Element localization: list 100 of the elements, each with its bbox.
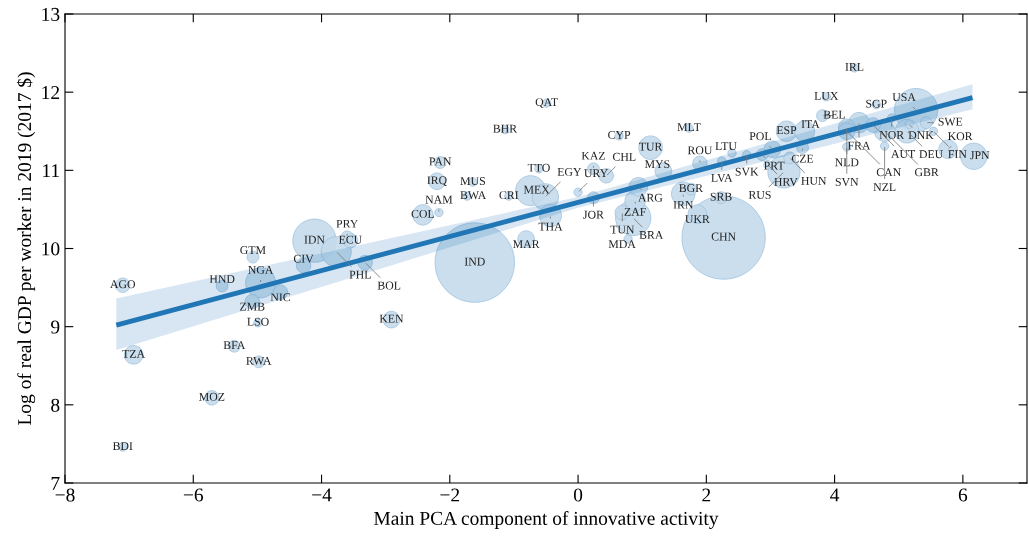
x-axis-title: Main PCA component of innovative activity (374, 511, 719, 529)
annotation: ARG (638, 193, 663, 202)
annotation: POL (749, 132, 771, 141)
y-tick-label: 11 (43, 164, 59, 178)
annotation: PRT (764, 161, 785, 170)
annotation: SGP (866, 99, 887, 108)
annotation: BDI (112, 442, 133, 450)
y-tick-label: 13 (42, 7, 60, 21)
annotation: MDA (608, 240, 636, 248)
annotation: GTM (240, 246, 266, 255)
annotation: KEN (379, 314, 404, 323)
annotation: CAN (876, 168, 901, 177)
annotation: LSO (247, 317, 269, 326)
annotation: NZL (873, 183, 896, 191)
annotation: ECU (338, 235, 362, 244)
annotation: ROU (687, 146, 713, 155)
y-tick-label: 7 (51, 477, 60, 490)
annotation: CHL (612, 152, 636, 161)
annotation: IDN (304, 235, 325, 244)
annotation: CHN (711, 232, 736, 241)
annotation: PHL (349, 270, 371, 279)
x-tick-label: −8 (55, 488, 75, 502)
x-tick-label: 6 (958, 488, 968, 502)
annotation: COL (411, 209, 434, 218)
annotation: BGR (679, 184, 704, 193)
annotation: MEX (523, 185, 550, 194)
annotation: IND (464, 257, 485, 266)
annotation: IRN (673, 200, 694, 209)
annotation: NOR (879, 130, 905, 139)
annotation: LUX (814, 91, 839, 100)
annotation: JPN (970, 151, 990, 160)
annotation: IRL (845, 63, 864, 71)
x-tick-label: −4 (312, 488, 332, 502)
annotation: ZMB (240, 302, 265, 311)
annotation: RUS (748, 190, 771, 199)
annotation: THA (538, 222, 563, 231)
annotation: AUT (891, 150, 916, 158)
annotation: SRB (710, 192, 732, 201)
annotation: ESP (776, 126, 797, 135)
annotation: TTO (527, 163, 550, 172)
annotation: GBR (914, 168, 939, 177)
annotation: NIC (270, 293, 290, 302)
annotation: BRA (639, 231, 664, 239)
annotation: TUR (638, 142, 663, 151)
annotation: MAR (513, 240, 540, 248)
annotation: TUN (610, 225, 635, 234)
annotation: MLT (677, 123, 701, 131)
annotation: CIV (293, 254, 314, 263)
annotation: SWE (938, 117, 963, 126)
annotation: LTU (715, 142, 737, 151)
annotation: PRY (336, 219, 359, 228)
annotation: PAN (429, 157, 452, 166)
x-tick-label: 2 (702, 488, 711, 502)
annotation: HRV (774, 177, 798, 186)
annotation: JOR (583, 210, 604, 219)
annotation: MYS (644, 160, 670, 169)
annotation: BWA (460, 191, 487, 200)
annotation: IRQ (427, 176, 447, 187)
annotation: KAZ (581, 151, 605, 160)
annotation: HUN (801, 176, 827, 185)
annotation: DEU (919, 150, 943, 159)
annotation: EGY (557, 167, 582, 176)
annotation: QAT (535, 98, 558, 108)
annotation: LVA (711, 174, 733, 182)
annotation: FIN (948, 150, 967, 159)
annotation: FRA (847, 141, 871, 150)
annotation: USA (892, 93, 916, 102)
annotation: SVK (735, 167, 759, 176)
annotation: BHR (493, 124, 518, 133)
annotation: CZE (791, 154, 814, 163)
annotation: BOL (377, 281, 401, 290)
annotation: NGA (248, 265, 274, 274)
annotation: HND (209, 275, 235, 283)
annotation: BEL (823, 110, 845, 119)
annotation: ITA (801, 120, 820, 129)
annotation: SVN (835, 177, 859, 186)
annotation: UKR (685, 215, 710, 224)
annotation: KOR (947, 132, 973, 141)
annotation: NAM (425, 195, 453, 204)
x-tick-label: −2 (440, 488, 460, 502)
y-tick-label: 8 (51, 398, 60, 412)
annotation: URY (584, 169, 608, 178)
annotation: CRI (499, 191, 519, 200)
y-tick-label: 10 (42, 242, 60, 256)
annotation: MOZ (199, 392, 225, 401)
annotation: TZA (122, 349, 146, 358)
annotation: RWA (246, 356, 272, 365)
annotation: BFA (223, 341, 246, 350)
annotation: DNK (908, 131, 934, 140)
x-tick-label: 4 (830, 488, 840, 502)
x-tick-label: 0 (573, 488, 583, 502)
y-tick-label: 12 (42, 86, 60, 99)
annotation: ZAF (624, 207, 646, 216)
annotation: CYP (608, 130, 631, 139)
annotation: NLD (834, 158, 859, 167)
x-tick-label: −6 (183, 488, 204, 502)
y-tick-label: 9 (51, 320, 60, 334)
y-axis-title: Log of real GDP per worker in 2019 (2017 $) (16, 72, 36, 425)
annotation: MUS (460, 177, 485, 186)
annotation: AGO (110, 280, 136, 289)
